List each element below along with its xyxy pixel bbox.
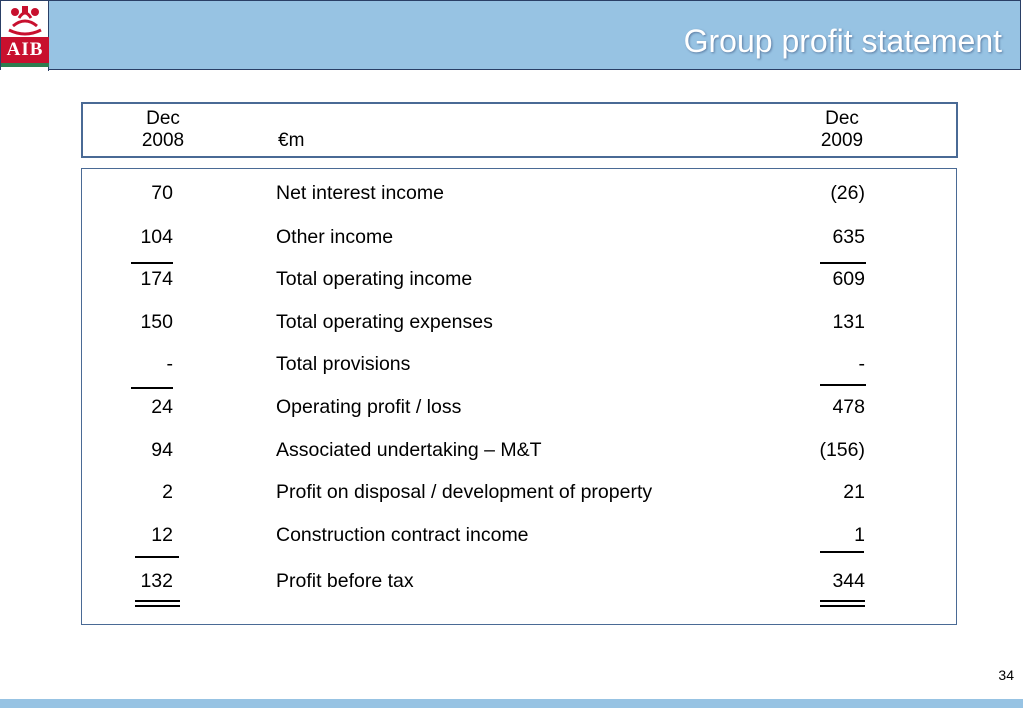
value-2008: 2 [162, 481, 173, 503]
total-double-rule [135, 600, 180, 607]
subtotal-rule [820, 384, 866, 386]
col-2009-header: Dec 2009 [807, 108, 877, 152]
col-2009-month: Dec [825, 108, 859, 129]
value-2008: 174 [140, 268, 173, 290]
value-2009: - [858, 353, 866, 375]
table-row: 12 Construction contract income 1 [82, 524, 956, 550]
logo-text: AIB [1, 37, 49, 63]
subtotal-rule [820, 551, 864, 553]
value-2009: (26) [830, 182, 865, 204]
subtotal-rule [131, 387, 173, 389]
value-2009: 21 [843, 481, 865, 503]
row-label: Profit before tax [276, 570, 414, 592]
value-2009: 1 [854, 524, 865, 546]
row-label: Operating profit / loss [276, 396, 462, 418]
row-label: Net interest income [276, 182, 444, 204]
table-row: 104 Other income 635 [82, 226, 956, 252]
value-2009: 635 [832, 226, 865, 248]
subtotal-rule [131, 262, 173, 264]
value-2009: 609 [832, 268, 865, 290]
total-double-rule [820, 600, 865, 607]
row-label: Other income [276, 226, 394, 248]
col-2008-year: 2008 [141, 130, 185, 151]
value-2008: 24 [151, 396, 173, 418]
value-2009: (156) [819, 439, 865, 461]
row-label: Total provisions [276, 353, 411, 375]
value-2008: 12 [151, 524, 173, 546]
column-header-box: Dec 2008 €m Dec 2009 [81, 102, 958, 158]
footer-bar [0, 699, 1023, 708]
row-label: Total operating income [276, 268, 473, 290]
table-row: 94 Associated undertaking – M&T (156) [82, 439, 956, 465]
subtotal-rule [135, 556, 179, 558]
ark-emblem-icon [8, 6, 42, 36]
subtotal-rule [820, 262, 866, 264]
value-2008: 150 [140, 311, 173, 333]
value-2008: 70 [151, 182, 173, 204]
row-label: Construction contract income [276, 524, 529, 546]
value-2008: 104 [140, 226, 173, 248]
table-row: - Total provisions - [82, 353, 956, 379]
col-2008-month: Dec [146, 108, 180, 129]
slide-header: AIB Group profit statement [0, 0, 1021, 71]
table-row: 174 Total operating income 609 [82, 268, 956, 294]
row-label: Profit on disposal / development of prop… [276, 481, 653, 503]
page-title: Group profit statement [683, 23, 1002, 59]
statement-table: 70 Net interest income (26) 104 Other in… [81, 168, 957, 625]
value-2008: 132 [140, 570, 173, 592]
value-2009: 344 [832, 570, 865, 592]
col-2008-header: Dec 2008 [128, 108, 198, 152]
table-row: 24 Operating profit / loss 478 [82, 396, 956, 422]
row-label: Total operating expenses [276, 311, 493, 333]
value-2008: - [166, 353, 174, 375]
currency-unit: €m [278, 130, 305, 151]
aib-logo: AIB [1, 1, 49, 71]
value-2009: 478 [832, 396, 865, 418]
table-row: 132 Profit before tax 344 [82, 570, 956, 596]
row-label: Associated undertaking – M&T [276, 439, 542, 461]
logo-stripe [1, 63, 49, 67]
table-row: 2 Profit on disposal / development of pr… [82, 481, 956, 507]
value-2008: 94 [151, 439, 173, 461]
col-2009-year: 2009 [820, 130, 864, 151]
table-row: 70 Net interest income (26) [82, 182, 956, 208]
table-row: 150 Total operating expenses 131 [82, 311, 956, 337]
value-2009: 131 [832, 311, 865, 333]
page-number: 34 [998, 667, 1014, 683]
